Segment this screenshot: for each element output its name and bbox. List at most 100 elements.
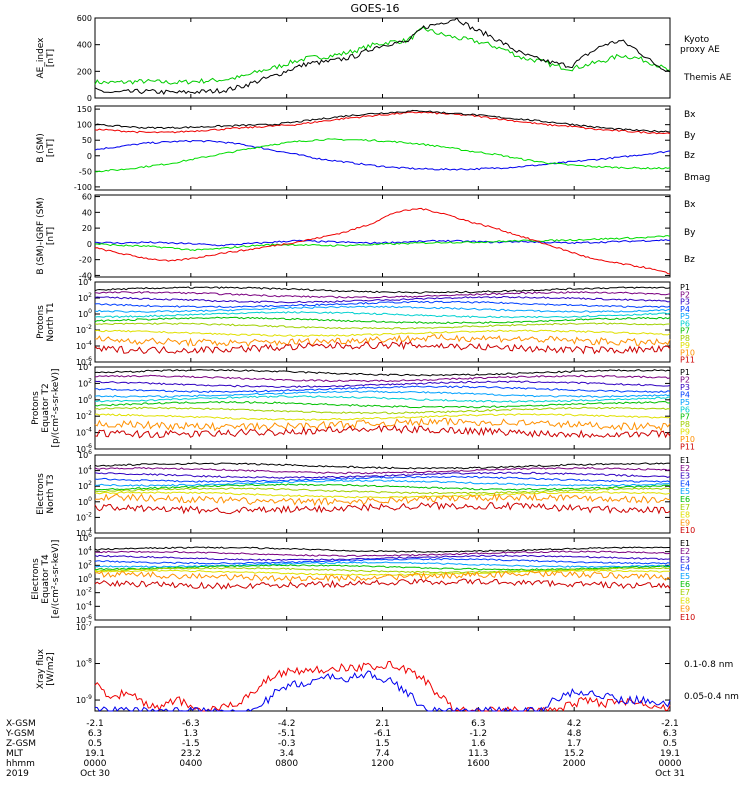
channel-label-e5: E5	[680, 572, 690, 581]
channel-label-p1: P1	[680, 283, 690, 292]
channel-line-p6	[94, 311, 671, 319]
channel-label-p10: P10	[680, 435, 695, 444]
plot-title: GOES-16	[350, 2, 399, 15]
footer-row-label: Y-GSM	[5, 729, 34, 739]
channel-line-p9	[94, 329, 671, 337]
footer-row-label: Z-GSM	[6, 739, 36, 749]
y-tick-label: 102	[78, 480, 92, 491]
channel-line-e9	[94, 492, 671, 507]
y-axis-label: B (SM)[nT]	[36, 133, 56, 163]
channel-line-e9	[94, 570, 671, 583]
footer-cell: -1.5	[182, 739, 200, 749]
channel-line-p8	[94, 322, 670, 330]
footer-cell: Oct 30	[80, 769, 110, 779]
footer-cell: 1200	[371, 759, 394, 769]
footer-cell: 0000	[659, 759, 682, 769]
channel-line-e3	[94, 471, 671, 479]
panel-4: 104 102 100 10-2 10-4 10-6 ProtonsNorth T1 P1P2…	[36, 276, 695, 367]
y-tick-label: -20	[79, 256, 92, 265]
channel-label-p2: P2	[680, 290, 690, 299]
channel-label-e8: E8	[680, 596, 690, 605]
channel-label-p8: P8	[680, 334, 690, 343]
legend-entry: Bx	[684, 200, 696, 210]
y-tick-label: 10-4	[76, 600, 92, 611]
channel-line-e5	[94, 561, 671, 568]
series-line-by	[94, 138, 671, 173]
channel-line-p9	[94, 413, 671, 421]
channel-line-p3	[94, 295, 671, 304]
y-tick-label: 10-2	[76, 410, 92, 421]
channel-label-p10: P10	[680, 348, 695, 357]
footer-cell: 1600	[467, 759, 490, 769]
channel-line-e8	[94, 491, 671, 499]
channel-line-p3	[94, 380, 671, 388]
y-tick-label: 400	[77, 41, 92, 50]
footer-cell: 1.7	[567, 739, 581, 749]
footer-cell: -2.1	[661, 719, 679, 729]
channel-line-p4	[94, 385, 671, 393]
y-tick-label: 600	[77, 14, 92, 23]
y-tick-label: -100	[74, 183, 92, 192]
y-tick-label: 200	[77, 67, 92, 76]
y-tick-label: 106	[78, 532, 92, 543]
channel-label-p9: P9	[680, 341, 690, 350]
footer-cell: 6.3	[663, 729, 677, 739]
channel-label-e1: E1	[680, 539, 690, 548]
series-line-by	[94, 235, 671, 252]
y-tick-label: 104	[78, 465, 92, 476]
y-tick-label: 106	[78, 449, 92, 460]
panel-8: 10-7 10-8 10-9 Xray flux[W/m2] 0.1-0.8 nm 0.0…	[36, 621, 739, 712]
channel-line-p10	[94, 417, 671, 432]
panel-frame	[94, 17, 671, 99]
channel-line-e5	[94, 479, 671, 487]
footer-cell: 0800	[275, 759, 298, 769]
y-tick-label: 10-9	[76, 694, 92, 705]
channel-line-e1	[94, 462, 671, 470]
y-tick-label: 100	[78, 394, 92, 405]
footer-cell: 0.5	[88, 739, 102, 749]
channel-label-e10: E10	[680, 526, 695, 535]
legend-entry: Kyoto proxy AE	[680, 35, 720, 55]
y-tick-label: 50	[82, 136, 92, 145]
channel-label-e3: E3	[680, 555, 690, 564]
footer-cell: 3.4	[280, 749, 295, 759]
channel-line-p7	[94, 316, 671, 325]
channel-label-e1: E1	[680, 456, 690, 465]
y-axis-label: ProtonsNorth T1	[36, 302, 56, 341]
channel-label-p4: P4	[680, 305, 690, 314]
footer-row-label: MLT	[6, 749, 24, 759]
y-tick-label: 20	[82, 224, 92, 233]
y-tick-label: 10-6	[76, 356, 92, 367]
panel-1: 600 400 200 0 AE_index[nT] Kyoto proxy AE Themi…	[36, 14, 732, 103]
channel-label-p4: P4	[680, 390, 690, 399]
channel-label-p7: P7	[680, 413, 690, 422]
channel-label-p3: P3	[680, 298, 690, 307]
channel-line-p1	[94, 286, 671, 294]
channel-label-p7: P7	[680, 327, 690, 336]
y-axis-label: ElectronsNorth T3	[36, 473, 56, 515]
footer-cell: 15.2	[564, 749, 584, 759]
series-line-bx	[94, 139, 671, 171]
footer-cell: 0.5	[663, 739, 677, 749]
y-tick-label: 10-6	[76, 614, 92, 625]
footer-cell: 4.8	[567, 729, 582, 739]
footer-cell: 19.1	[85, 749, 105, 759]
legend-entry: Bmag	[684, 173, 710, 183]
legend-entry: 0.05-0.4 nm	[684, 692, 739, 702]
y-tick-label: 102	[78, 559, 92, 570]
series-line-0-1-0-8-nm	[94, 660, 671, 712]
channel-line-e1	[94, 546, 670, 553]
y-axis-label: ElectronsEquator T4[e/(cm²-s-sr-keV)]	[31, 540, 61, 619]
channel-label-e2: E2	[680, 547, 690, 556]
y-tick-label: 102	[78, 377, 92, 388]
panel-7: 106 104 102 100 10-2 10-4 10-6 ElectronsEquator…	[31, 532, 695, 625]
channel-label-e5: E5	[680, 487, 690, 496]
channel-line-p1	[94, 369, 671, 377]
panel-frame	[94, 105, 671, 191]
y-tick-label: 100	[78, 308, 92, 319]
y-tick-label: 10-4	[76, 340, 92, 351]
y-tick-label: 150	[77, 105, 92, 114]
channel-line-e7	[94, 566, 671, 574]
channel-label-p1: P1	[680, 368, 690, 377]
